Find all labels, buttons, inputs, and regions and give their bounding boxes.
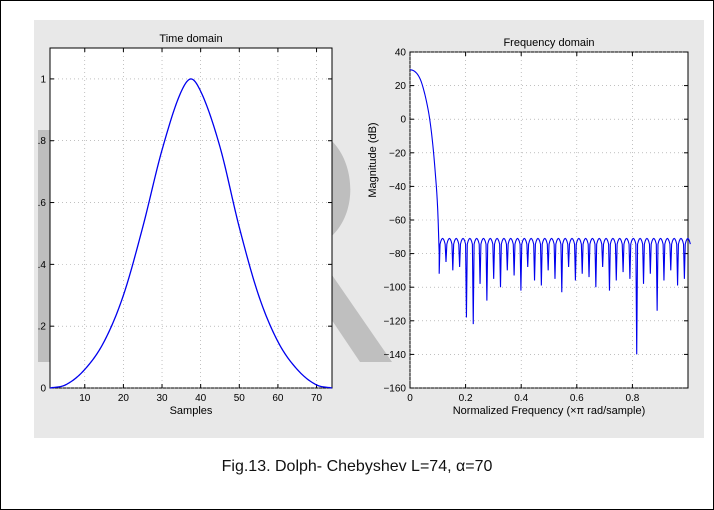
y-tick-label: .8: [38, 136, 47, 147]
frequency-domain-plot-area: [409, 51, 689, 389]
y-tick-label: −20: [389, 148, 406, 159]
x-tick-label: 20: [118, 393, 130, 404]
y-tick-label: 1: [40, 74, 46, 85]
y-tick-label: −120: [383, 316, 406, 327]
time-domain-ticks: 10 20 30 40 50 60 70 0 .2 .4 .6 .8 1: [38, 48, 332, 404]
x-tick-label: 50: [234, 393, 246, 404]
y-tick-label: −80: [389, 249, 406, 260]
y-tick-label: −100: [383, 283, 406, 294]
y-tick-label: 0: [400, 115, 406, 126]
x-tick-label: 0: [407, 393, 413, 404]
frequency-domain-y-axis-label: Magnitude (dB): [367, 122, 379, 197]
time-domain-plot-area: [49, 47, 333, 389]
y-tick-label: −140: [383, 350, 406, 361]
x-tick-label: 0.6: [570, 393, 584, 404]
frequency-domain-axes: 0 0.2 0.4 0.6 0.8 40 20 0 −20 −40 −60 −80 −100 −120 −1…: [367, 37, 691, 417]
time-domain-grid: [50, 48, 332, 389]
frequency-domain-title: Frequency domain: [503, 37, 594, 49]
x-tick-label: 30: [156, 393, 168, 404]
x-tick-label: 0.4: [514, 393, 528, 404]
y-tick-label: −60: [389, 216, 406, 227]
y-tick-label: 0: [40, 384, 46, 395]
time-domain-axes: 10 20 30 40 50 60 70 0 .2 .4 .6 .8 1 Time domain Sam…: [38, 33, 333, 417]
x-tick-label: 10: [79, 393, 91, 404]
x-tick-label: 60: [272, 393, 284, 404]
time-domain-x-axis-label: Samples: [170, 405, 213, 417]
y-tick-label: −160: [383, 384, 406, 395]
y-tick-label: .4: [38, 260, 47, 271]
y-tick-label: 40: [395, 48, 407, 59]
y-tick-label: −40: [389, 182, 406, 193]
frequency-domain-series-line: [409, 69, 691, 355]
x-tick-label: 70: [311, 393, 323, 404]
figure-caption: Fig.13. Dolph- Chebyshev L=74, α=70: [221, 458, 493, 475]
frequency-domain-ticks: 0 0.2 0.4 0.6 0.8 40 20 0 −20 −40 −60 −80 −100 −120 −1…: [383, 48, 688, 404]
y-tick-label: .6: [38, 198, 47, 209]
y-tick-label: 20: [395, 81, 407, 92]
x-tick-label: 0.8: [625, 393, 639, 404]
x-tick-label: 0.2: [459, 393, 473, 404]
time-domain-title: Time domain: [159, 33, 222, 45]
time-domain-series-line: [49, 78, 333, 389]
x-tick-label: 40: [195, 393, 207, 404]
frequency-domain-x-axis-label: Normalized Frequency (×π rad/sample): [453, 405, 646, 417]
y-tick-label: .2: [38, 322, 47, 333]
